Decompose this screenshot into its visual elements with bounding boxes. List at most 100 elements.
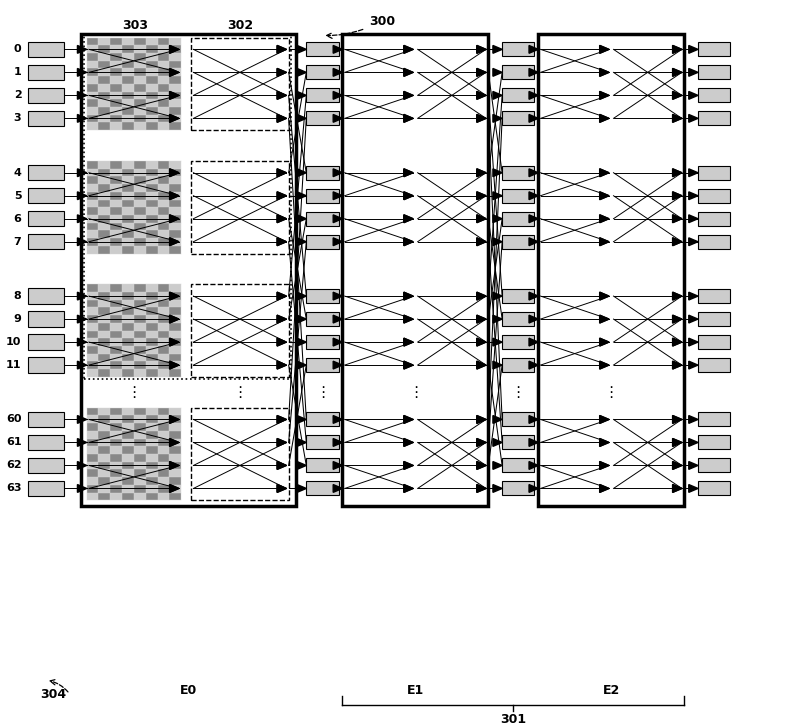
Polygon shape xyxy=(477,169,486,176)
Polygon shape xyxy=(600,169,609,176)
Bar xyxy=(158,407,170,415)
Bar xyxy=(158,439,170,446)
Bar xyxy=(146,200,158,207)
Bar xyxy=(98,76,110,84)
Bar xyxy=(134,330,146,338)
Polygon shape xyxy=(277,238,286,245)
Bar xyxy=(306,189,338,203)
Polygon shape xyxy=(277,415,286,423)
Bar xyxy=(122,477,134,485)
Bar xyxy=(146,431,158,439)
Polygon shape xyxy=(404,292,413,300)
Polygon shape xyxy=(689,192,698,200)
Bar xyxy=(122,38,134,45)
Bar xyxy=(122,68,134,76)
Polygon shape xyxy=(78,169,86,176)
Bar xyxy=(27,481,64,496)
Polygon shape xyxy=(493,68,502,76)
Bar xyxy=(27,234,64,250)
Polygon shape xyxy=(673,46,682,53)
Polygon shape xyxy=(333,215,342,223)
Bar xyxy=(170,292,181,300)
Bar xyxy=(110,68,122,76)
Bar xyxy=(158,446,170,454)
Polygon shape xyxy=(404,192,413,200)
Polygon shape xyxy=(689,462,698,469)
Bar xyxy=(122,200,134,207)
Polygon shape xyxy=(277,192,286,200)
Bar xyxy=(98,161,110,168)
Polygon shape xyxy=(477,484,486,492)
Bar xyxy=(191,161,289,253)
Bar xyxy=(698,212,730,226)
Bar xyxy=(98,362,110,370)
Polygon shape xyxy=(477,362,486,369)
Bar xyxy=(86,338,98,346)
Polygon shape xyxy=(404,91,413,99)
Polygon shape xyxy=(277,439,286,446)
Polygon shape xyxy=(404,169,413,176)
Polygon shape xyxy=(297,46,306,53)
Polygon shape xyxy=(600,484,609,492)
Bar xyxy=(158,38,170,45)
Bar xyxy=(146,68,158,76)
Bar xyxy=(134,192,146,200)
Bar xyxy=(146,192,158,200)
Bar xyxy=(86,292,98,300)
Bar xyxy=(170,53,181,61)
Polygon shape xyxy=(404,238,413,245)
Bar xyxy=(146,446,158,454)
Bar xyxy=(158,415,170,423)
Bar xyxy=(122,423,134,431)
Polygon shape xyxy=(477,292,486,300)
Bar xyxy=(110,346,122,354)
Bar xyxy=(134,307,146,315)
Bar xyxy=(86,439,98,446)
Text: 0: 0 xyxy=(14,44,22,54)
Bar xyxy=(86,492,98,500)
Bar xyxy=(134,200,146,207)
Bar xyxy=(158,462,170,470)
Polygon shape xyxy=(277,192,286,200)
Bar xyxy=(98,230,110,238)
Bar xyxy=(122,99,134,107)
Polygon shape xyxy=(493,462,502,469)
Bar xyxy=(110,338,122,346)
Text: 4: 4 xyxy=(14,168,22,178)
Bar xyxy=(146,176,158,184)
Bar xyxy=(110,362,122,370)
Bar xyxy=(110,423,122,431)
Bar xyxy=(122,176,134,184)
Bar xyxy=(134,292,146,300)
Bar xyxy=(158,323,170,330)
Bar xyxy=(122,223,134,230)
Polygon shape xyxy=(170,415,179,423)
Bar xyxy=(86,200,98,207)
Polygon shape xyxy=(673,338,682,346)
Polygon shape xyxy=(600,338,609,346)
Polygon shape xyxy=(170,238,179,245)
Polygon shape xyxy=(297,362,306,369)
Polygon shape xyxy=(277,315,286,323)
Bar xyxy=(110,61,122,68)
Bar xyxy=(170,485,181,492)
Polygon shape xyxy=(600,215,609,223)
Bar xyxy=(27,335,64,350)
Bar xyxy=(158,161,170,168)
Bar xyxy=(306,111,338,126)
Polygon shape xyxy=(170,292,179,300)
Polygon shape xyxy=(404,462,413,469)
Bar xyxy=(170,323,181,330)
Polygon shape xyxy=(600,462,609,469)
Bar xyxy=(170,462,181,470)
Bar xyxy=(82,34,296,506)
Polygon shape xyxy=(297,115,306,122)
Bar xyxy=(146,454,158,462)
Polygon shape xyxy=(600,238,609,245)
Polygon shape xyxy=(404,362,413,369)
Bar xyxy=(86,91,98,99)
Polygon shape xyxy=(333,462,342,469)
Bar xyxy=(170,470,181,477)
Bar xyxy=(170,446,181,454)
Bar xyxy=(86,485,98,492)
